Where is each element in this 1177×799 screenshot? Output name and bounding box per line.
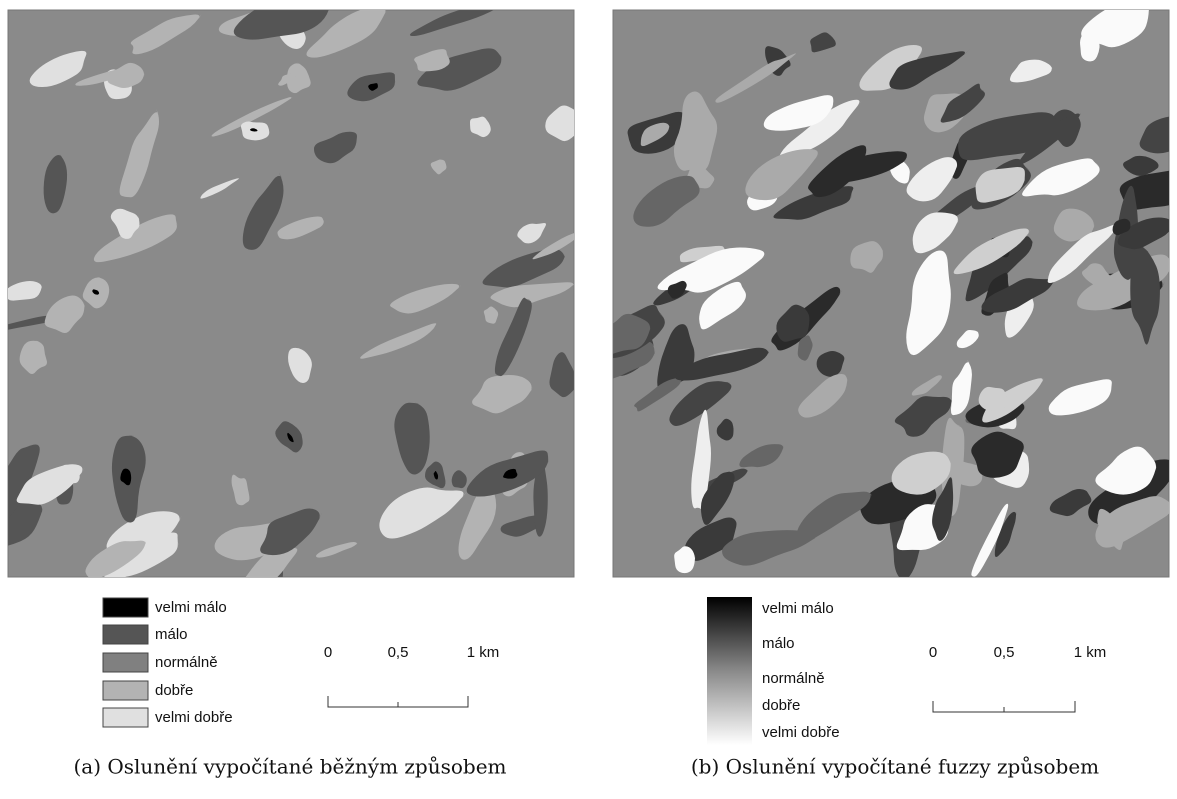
- legend-a: velmi málo málo normálně dobře velmi dob…: [103, 598, 233, 727]
- scale-bar-b: 0 0,5 1 km: [929, 644, 1106, 712]
- legend-label: málo: [762, 635, 795, 652]
- legend-gradient: [707, 597, 752, 745]
- legend-label: dobře: [155, 682, 193, 699]
- legend-swatch: [103, 625, 148, 644]
- area: [979, 387, 1009, 411]
- scale-line: [933, 701, 1075, 712]
- legend-label: normálně: [762, 670, 825, 687]
- scale-label: 1 km: [467, 644, 500, 661]
- caption: (a) Oslunění vypočítané běžným způsobem: [73, 755, 506, 779]
- legend-swatch: [103, 708, 148, 727]
- scale-bar-a: 0 0,5 1 km: [324, 644, 499, 707]
- legend-label: velmi dobře: [155, 709, 233, 726]
- figure: velmi málo málo normálně dobře velmi dob…: [0, 0, 1177, 794]
- legend-label: normálně: [155, 654, 218, 671]
- legend-swatch: [103, 598, 148, 617]
- legend-label: velmi málo: [762, 600, 834, 617]
- scale-label: 0: [324, 644, 332, 661]
- scale-label: 0: [929, 644, 937, 661]
- scale-label: 1 km: [1074, 644, 1107, 661]
- legend-label: velmi málo: [155, 599, 227, 616]
- legend-label: dobře: [762, 697, 800, 714]
- caption: (b) Oslunění vypočítané fuzzy způsobem: [691, 755, 1099, 779]
- legend-label: velmi dobře: [762, 724, 840, 741]
- legend-b: velmi málo málo normálně dobře velmi dob…: [707, 597, 840, 745]
- scale-line: [328, 696, 468, 707]
- scale-label: 0,5: [994, 644, 1015, 661]
- legend-swatch: [103, 681, 148, 700]
- legend-label: málo: [155, 626, 188, 643]
- scale-label: 0,5: [388, 644, 409, 661]
- legend-swatch: [103, 653, 148, 672]
